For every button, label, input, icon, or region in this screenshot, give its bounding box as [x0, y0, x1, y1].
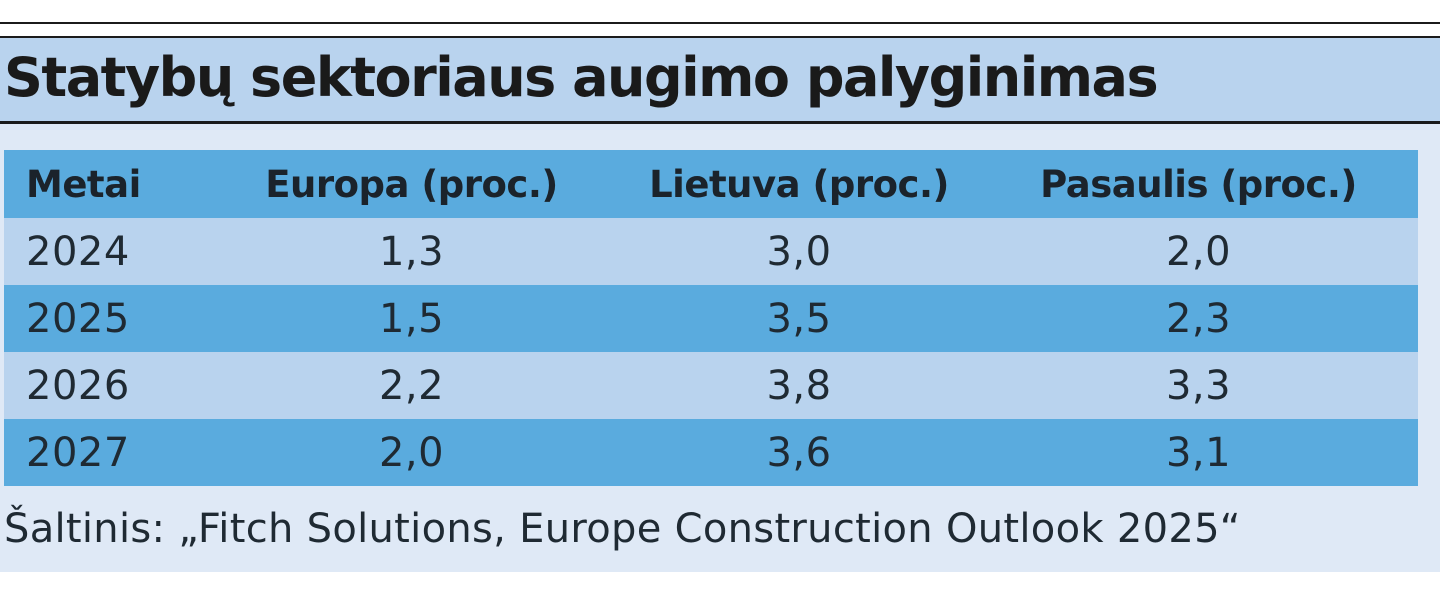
column-header-europa: Europa (proc.)	[265, 162, 558, 206]
top-rule	[0, 22, 1440, 24]
table-title: Statybų sektoriaus augimo palyginimas	[4, 46, 1159, 109]
cell-year: 2027	[26, 429, 130, 476]
column-header-lietuva: Lietuva (proc.)	[649, 162, 949, 206]
cell-europa: 1,5	[378, 295, 445, 342]
cell-lietuva: 3,8	[766, 362, 832, 409]
source-note: Šaltinis: „Fitch Solutions, Europe Const…	[4, 506, 1241, 552]
table-panel: Statybų sektoriaus augimo palyginimas Me…	[0, 36, 1440, 572]
cell-year: 2026	[26, 362, 130, 409]
cell-pasaulis: 2,0	[1165, 228, 1232, 275]
header-row: Metai Europa (proc.) Lietuva (proc.) Pas…	[4, 150, 1418, 218]
cell-europa: 2,2	[378, 362, 445, 409]
cell-europa: 1,3	[378, 228, 445, 275]
column-header-pasaulis: Pasaulis (proc.)	[1040, 162, 1357, 206]
cell-year: 2025	[26, 295, 130, 342]
table-row: 2026 2,2 3,8 3,3	[4, 352, 1418, 419]
table-row: 2025 1,5 3,5 2,3	[4, 285, 1418, 352]
title-band: Statybų sektoriaus augimo palyginimas	[0, 36, 1440, 124]
table-row: 2024 1,3 3,0 2,0	[4, 218, 1418, 285]
cell-lietuva: 3,5	[766, 295, 832, 342]
cell-pasaulis: 3,3	[1165, 362, 1232, 409]
cell-pasaulis: 3,1	[1165, 429, 1232, 476]
cell-lietuva: 3,6	[766, 429, 832, 476]
table-row: 2027 2,0 3,6 3,1	[4, 419, 1418, 486]
data-table: Metai Europa (proc.) Lietuva (proc.) Pas…	[4, 150, 1418, 486]
cell-pasaulis: 2,3	[1165, 295, 1232, 342]
column-header-metai: Metai	[26, 162, 141, 206]
cell-europa: 2,0	[378, 429, 445, 476]
cell-lietuva: 3,0	[766, 228, 832, 275]
cell-year: 2024	[26, 228, 130, 275]
